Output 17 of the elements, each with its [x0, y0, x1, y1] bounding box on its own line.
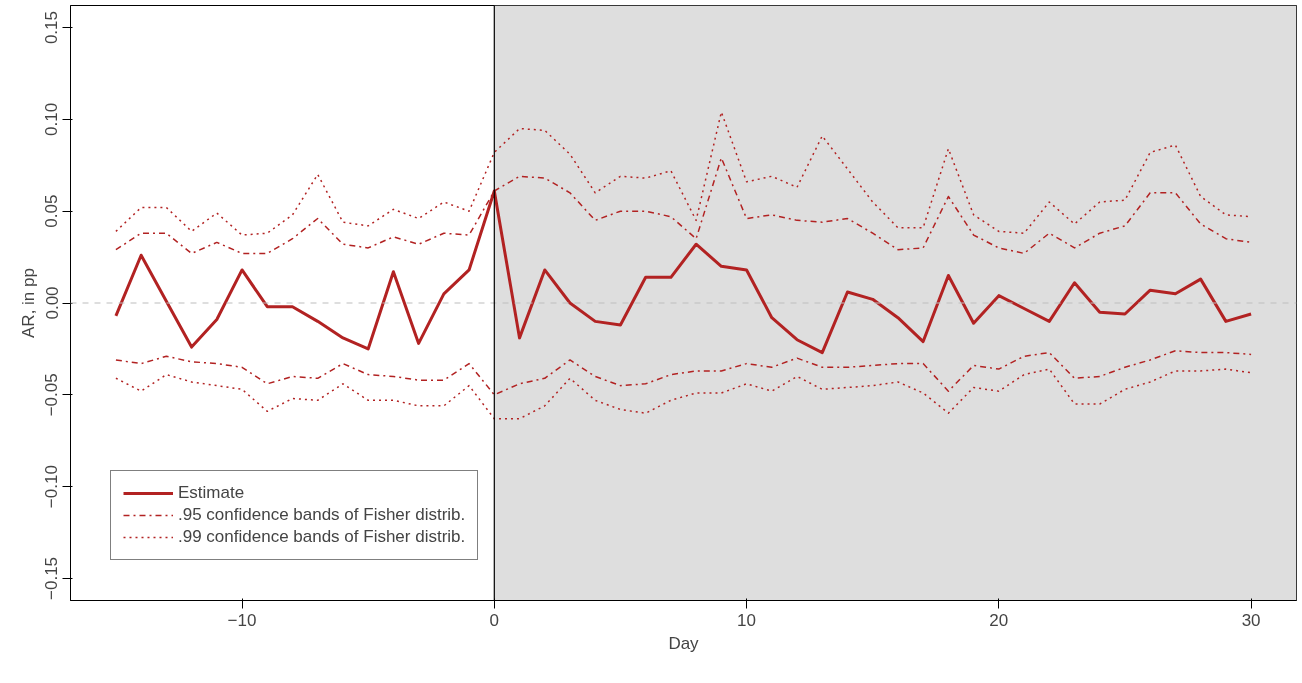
y-axis-title: AR, in pp: [18, 268, 38, 338]
y-tick-label: −0.15: [42, 556, 62, 600]
y-tick-label: 0.15: [42, 10, 62, 45]
x-tick-label: 20: [989, 610, 1009, 630]
legend-label: .99 confidence bands of Fisher distrib.: [178, 527, 466, 547]
y-tick-label: 0.05: [42, 194, 62, 228]
x-tick-label: −10: [227, 610, 257, 630]
x-axis-title: Day: [668, 633, 700, 653]
y-tick-label: −0.10: [42, 465, 62, 509]
x-tick-label: 30: [1241, 610, 1261, 630]
y-tick-label: 0.00: [42, 286, 62, 320]
x-tick-label: 0: [489, 610, 500, 630]
x-tick-label: 10: [737, 610, 757, 630]
legend-label: Estimate: [178, 483, 245, 503]
y-tick-label: −0.05: [42, 373, 62, 417]
y-tick-label: 0.10: [42, 102, 62, 136]
legend-label: .95 confidence bands of Fisher distrib.: [178, 505, 466, 525]
